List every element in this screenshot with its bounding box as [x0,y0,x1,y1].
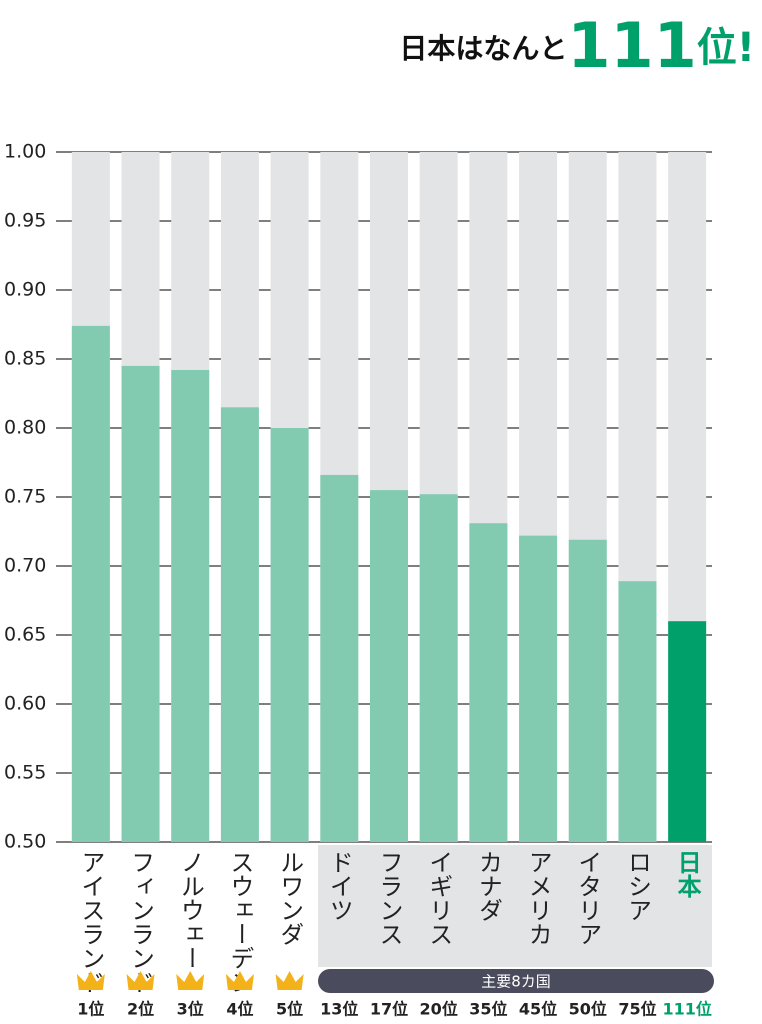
y-tick-label: 0.65 [4,624,46,646]
crown-icon [176,971,204,990]
bar [72,326,110,842]
rank-label: 13位 [320,1000,358,1019]
y-tick-label: 0.75 [4,486,46,508]
x-tick-label: フランス [375,850,403,946]
rank-label: 50位 [569,1000,607,1019]
bar [171,370,209,842]
bar [668,621,706,842]
bar [370,490,408,842]
bar [569,540,607,842]
y-tick-label: 0.80 [4,417,46,439]
rank-label: 3位 [177,1000,204,1019]
chart: 主要8カ国 日本はなんと111位! 0.500.550.600.650.700.… [0,0,762,1024]
y-tick-label: 0.55 [4,762,46,784]
title-part: 日本はなんと [399,32,567,65]
rank-label: 75位 [618,1000,656,1019]
bar [618,581,656,842]
bar [221,407,259,842]
bar [122,366,160,842]
rank-label: 111位 [662,1000,711,1019]
rank-label: 45位 [519,1000,557,1019]
bar [519,536,557,842]
x-tick-label: イギリス [425,850,453,946]
rank-label: 4位 [226,1000,253,1019]
title-part: 位 [697,25,737,71]
bar [320,475,358,842]
bar [271,428,309,842]
y-tick-label: 0.70 [4,555,46,577]
title-part: ! [737,25,755,71]
bar [420,494,458,842]
crown-icon [276,971,304,990]
x-tick-label: カナダ [474,850,502,922]
title-part: 111 [567,9,696,82]
y-tick-label: 0.50 [4,831,46,853]
chart-title: 日本はなんと111位! [399,9,755,82]
x-tick-label: ロシア [623,850,651,922]
y-tick-label: 0.95 [4,210,46,232]
x-tick-label: アメリカ [524,850,552,946]
x-tick-label: 日本 [673,850,701,898]
x-tick-label: ノルウェー [176,850,204,970]
y-tick-label: 0.60 [4,693,46,715]
rank-label: 35位 [469,1000,507,1019]
rank-label: 5位 [276,1000,303,1019]
y-tick-label: 0.85 [4,348,46,370]
y-tick-label: 1.00 [4,141,46,163]
rank-label: 2位 [127,1000,154,1019]
y-tick-label: 0.90 [4,279,46,301]
x-tick-label: ドイツ [325,850,353,922]
rank-label: 20位 [420,1000,458,1019]
group-label: 主要8カ国 [481,973,551,991]
rank-label: 17位 [370,1000,408,1019]
x-tick-label: ルワンダ [276,850,304,946]
rank-label: 1位 [77,1000,104,1019]
x-tick-label: イタリア [574,850,602,946]
bar [469,523,507,842]
